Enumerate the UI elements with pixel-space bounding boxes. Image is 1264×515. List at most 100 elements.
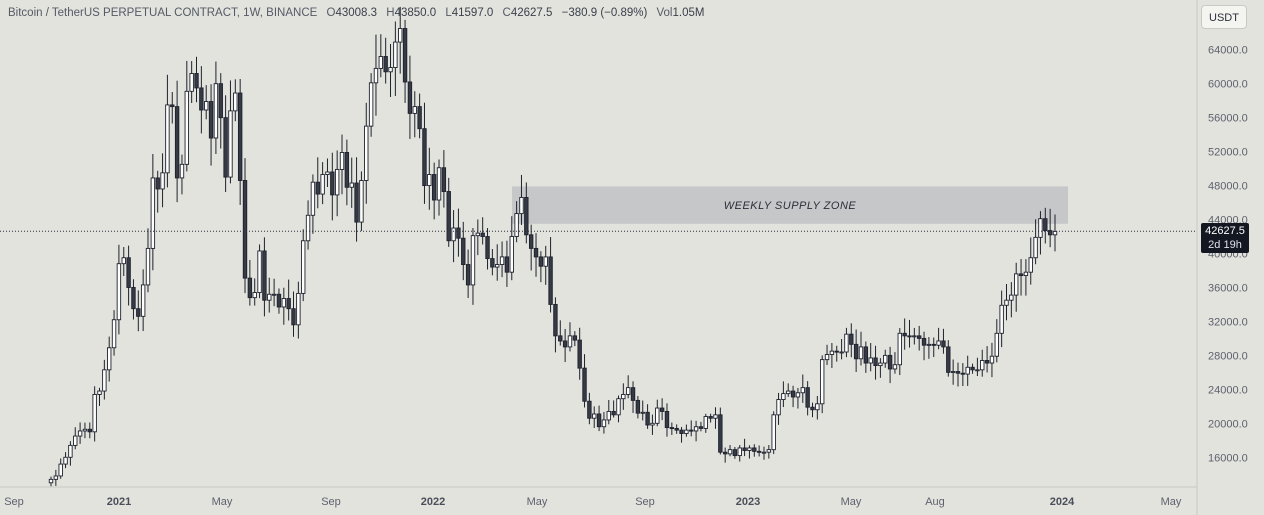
- candle: [916, 325, 922, 351]
- candle-body-up: [601, 419, 607, 428]
- candle-body-up: [140, 284, 146, 317]
- candle: [441, 150, 447, 208]
- candle-body-down: [407, 81, 413, 114]
- candle: [359, 171, 364, 231]
- candle-body-up: [111, 319, 117, 349]
- candle-body-up: [63, 456, 68, 465]
- last-price-value: 42627.5: [1205, 225, 1245, 238]
- candle: [858, 331, 864, 366]
- candle-body-down: [562, 340, 568, 348]
- candle-body-down: [941, 340, 946, 348]
- candle: [1018, 258, 1024, 296]
- candle: [713, 407, 718, 429]
- symbol-title[interactable]: Bitcoin / TetherUS PERPETUAL CONTRACT, 1…: [8, 7, 318, 19]
- candle: [140, 269, 146, 332]
- candle: [592, 406, 597, 428]
- candle-body-up: [204, 101, 209, 111]
- candle-body-up: [912, 335, 917, 338]
- candle-body-down: [955, 371, 961, 374]
- candle: [601, 411, 607, 434]
- candle: [354, 157, 359, 242]
- candle-body-down: [446, 191, 451, 242]
- time-tick-label: 2022: [421, 496, 445, 508]
- time-tick-label: Sep: [635, 496, 655, 508]
- candle: [853, 329, 859, 372]
- candle: [887, 346, 893, 384]
- candle-body-down: [756, 450, 762, 453]
- candle: [53, 469, 59, 486]
- candle: [431, 162, 437, 220]
- candle: [310, 174, 316, 234]
- candle: [878, 358, 883, 378]
- candle-body-up: [1052, 230, 1058, 236]
- price-axis[interactable]: 16000.0 20000.0 24000.0 28000.0 32000.0 36000…: [1196, 0, 1248, 515]
- close-label: C: [502, 7, 511, 19]
- candle-body-up: [727, 449, 733, 455]
- candle-body-down: [669, 427, 675, 430]
- candle: [388, 43, 393, 97]
- candle-body-down: [732, 449, 738, 457]
- candle: [582, 354, 587, 408]
- candle-body-down: [582, 367, 587, 402]
- candle-body-up: [267, 293, 272, 301]
- price-tick-label: 36000.0: [1208, 282, 1248, 294]
- candle: [684, 424, 689, 437]
- candle-body-down: [344, 152, 350, 188]
- candle: [606, 399, 611, 425]
- candle: [213, 61, 219, 155]
- candle: [150, 154, 156, 271]
- candle: [320, 162, 325, 205]
- candle-body-up: [771, 414, 776, 451]
- candle: [160, 153, 165, 208]
- candle-body-up: [296, 292, 301, 326]
- candle-body-down: [402, 28, 408, 83]
- candle-body-up: [858, 346, 864, 360]
- candle: [48, 476, 54, 487]
- candle: [572, 331, 578, 347]
- candle: [975, 357, 980, 376]
- candle-body-down: [742, 447, 747, 451]
- candle: [63, 452, 68, 469]
- candle: [596, 405, 602, 432]
- candle-body-down: [718, 414, 723, 453]
- time-tick-label: May: [1161, 496, 1182, 508]
- supply-zone-label: WEEKLY SUPPLY ZONE: [724, 200, 857, 212]
- candle: [383, 37, 388, 84]
- candle-body-down: [315, 181, 320, 195]
- currency-button[interactable]: USDT: [1201, 5, 1247, 29]
- candle: [102, 359, 107, 400]
- candle: [296, 281, 301, 339]
- candle-body-up: [1038, 218, 1043, 238]
- candle-body-up: [950, 371, 956, 373]
- time-axis[interactable]: Sep 2021 May Sep 2022 May Sep 2023 May Aug 2024 May: [0, 486, 1197, 508]
- candle-body-up: [786, 390, 791, 395]
- time-tick-label: Aug: [925, 496, 945, 508]
- candle-body-up: [233, 92, 238, 112]
- candle: [465, 249, 471, 298]
- candle: [543, 245, 548, 285]
- candle-body-down: [679, 429, 684, 434]
- candle-body-down: [946, 346, 951, 373]
- candle-body-down: [722, 451, 728, 455]
- candle: [761, 446, 767, 460]
- candle-body-up: [567, 335, 573, 348]
- candle: [616, 395, 621, 423]
- candle: [1028, 237, 1033, 285]
- candle-body-up: [514, 213, 519, 237]
- candle-body-up: [145, 247, 151, 286]
- candle-body-down: [291, 308, 296, 326]
- candle-body-down: [330, 171, 335, 196]
- candle-body-up: [1009, 294, 1014, 301]
- candle: [538, 251, 544, 283]
- candle: [519, 174, 524, 225]
- close-value: 42627.5: [510, 7, 553, 19]
- candle-body-up: [994, 332, 999, 357]
- candle-body-down: [902, 332, 907, 337]
- candle: [892, 352, 898, 374]
- candle-body-up: [819, 359, 825, 405]
- candle-body-down: [873, 357, 878, 367]
- candle-body-down: [664, 410, 670, 429]
- candle: [960, 363, 966, 387]
- candle-body-down: [921, 337, 927, 346]
- candle: [339, 134, 345, 195]
